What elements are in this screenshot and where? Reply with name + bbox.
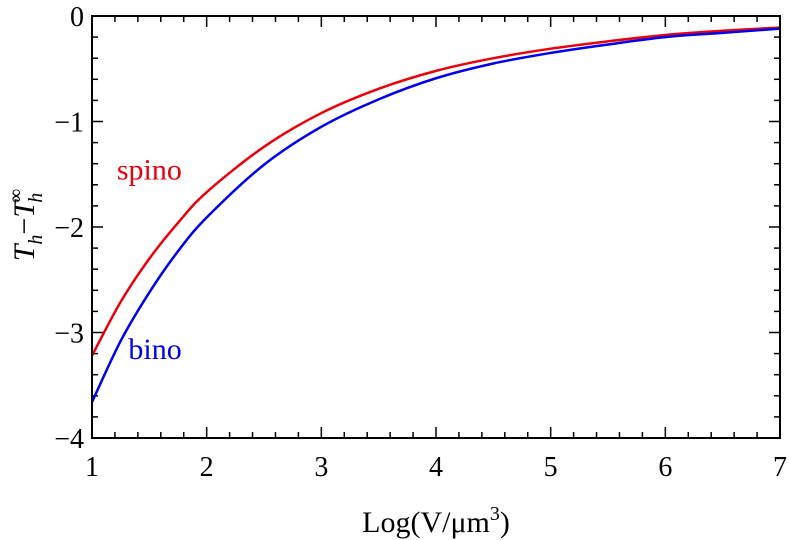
- series-line-bino: [90, 27, 781, 403]
- svg-text:Th−T∞h: Th−T∞h: [5, 189, 47, 262]
- x-tick-label: 2: [200, 452, 214, 483]
- series-line-spino: [90, 26, 781, 357]
- x-axis-title-close: ): [500, 506, 510, 539]
- annotation-bino: bino: [128, 333, 181, 366]
- x-axis-title: Log(V/μm3): [362, 503, 510, 539]
- x-tick-label: 1: [85, 452, 99, 483]
- tick-labels: 1 2 3 4 5 6 7 0 −1 −2 −3 −4: [54, 2, 787, 483]
- y-axis-title-sup: ∞: [5, 189, 27, 203]
- y-tick-label: 0: [70, 2, 84, 33]
- x-tick-label: 4: [429, 452, 443, 483]
- y-axis-title-sub2: h: [25, 193, 47, 203]
- y-axis-title-sub1: h: [25, 235, 47, 245]
- y-axis-title-t2: T: [8, 199, 41, 218]
- y-axis-title: Th−T∞h: [5, 189, 47, 262]
- plot-frame: [91, 15, 781, 439]
- x-axis-title-main: Log(V/μm: [362, 506, 490, 539]
- y-tick-label: −4: [54, 424, 84, 455]
- annotations: spino bino: [117, 154, 182, 366]
- y-tick-label: −3: [54, 319, 84, 350]
- y-tick-label: −2: [54, 213, 84, 244]
- annotation-spino: spino: [117, 154, 182, 187]
- x-tick-label: 3: [314, 452, 328, 483]
- series-lines: [90, 26, 781, 403]
- x-tick-label: 5: [544, 452, 558, 483]
- x-tick-label: 6: [658, 452, 672, 483]
- x-axis-title-exp: 3: [490, 503, 500, 525]
- y-axis-title-minus: −: [8, 218, 41, 235]
- y-tick-label: −1: [54, 108, 84, 139]
- x-tick-label: 7: [773, 452, 787, 483]
- y-axis-title-t1: T: [8, 242, 41, 261]
